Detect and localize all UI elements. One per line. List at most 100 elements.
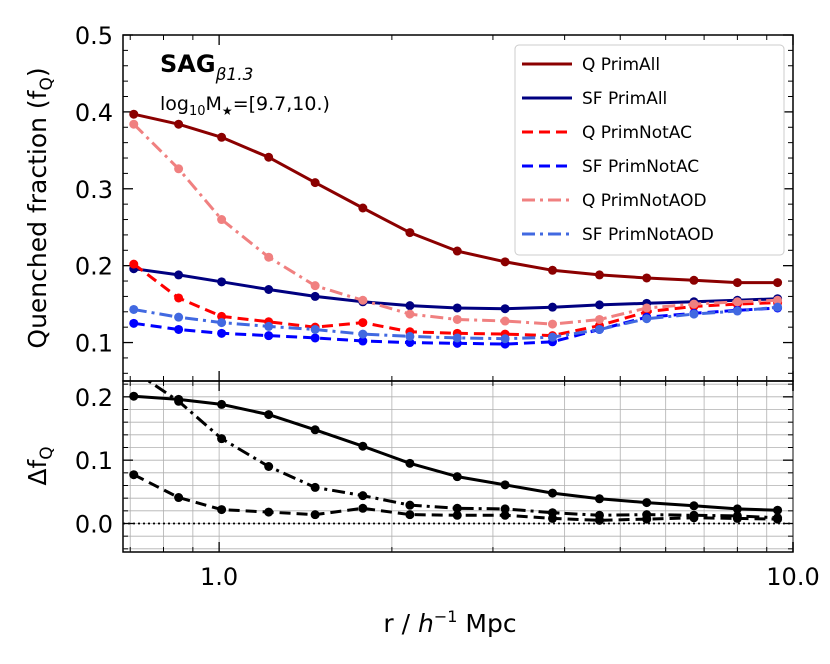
series-point--primnotaod bbox=[689, 510, 699, 520]
series-point--primnotac bbox=[310, 510, 320, 520]
series-point-sf-primnotaod bbox=[358, 329, 368, 339]
bottom-y-tick-label: 0.2 bbox=[75, 384, 113, 412]
series-point-q-primall bbox=[773, 278, 783, 288]
series-point--primnotac bbox=[452, 510, 462, 520]
series-point-sf-primall bbox=[174, 270, 184, 280]
series-point--primall bbox=[452, 472, 462, 482]
series-point-sf-primnotaod bbox=[452, 333, 462, 343]
top-y-tick-label: 0.2 bbox=[75, 253, 113, 281]
series-point-sf-primnotaod bbox=[732, 306, 742, 316]
series-point-sf-primall bbox=[217, 277, 227, 287]
bottom-y-axis-title: ΔfQ bbox=[23, 446, 57, 485]
legend: Q PrimAll SF PrimAll Q PrimNotAC SF PrimNot… bbox=[522, 55, 714, 245]
series-point--primnotaod bbox=[500, 504, 510, 514]
series-point-q-primall bbox=[732, 278, 742, 288]
model-label: SAGβ1.3 bbox=[160, 50, 253, 85]
series-point--primall bbox=[732, 504, 742, 514]
series-point--primall bbox=[689, 501, 699, 511]
series-point--primall bbox=[500, 480, 510, 490]
series-point-sf-primall bbox=[405, 301, 415, 311]
series-point-q-primnotaod bbox=[689, 299, 699, 309]
series-point-q-primall bbox=[689, 275, 699, 285]
series-point-q-primnotaod bbox=[642, 303, 652, 313]
series-point-q-primnotaod bbox=[548, 319, 558, 329]
legend-box bbox=[514, 44, 785, 256]
series-point--primall bbox=[310, 425, 320, 435]
series-point-sf-primnotaod bbox=[594, 324, 604, 334]
series-point-q-primnotaod bbox=[594, 314, 604, 324]
series-point-q-primall bbox=[548, 265, 558, 275]
legend-label-sf-primnotaod: SF PrimNotAOD bbox=[582, 225, 714, 245]
series-point-sf-primnotaod bbox=[264, 321, 274, 331]
series-point--primall bbox=[358, 441, 368, 451]
series-point-q-primall bbox=[174, 119, 184, 129]
series-point-sf-primnotaod bbox=[689, 309, 699, 319]
series-point-q-primall bbox=[264, 152, 274, 162]
series-point--primnotaod bbox=[594, 510, 604, 520]
tick-labels: 0.1 0.2 0.3 0.4 0.5 0.0 0.1 0.2 1.0 10.0 bbox=[75, 22, 820, 591]
top-y-axis-title: Quenched fraction (fQ) bbox=[23, 67, 57, 348]
series-point--primall bbox=[405, 458, 415, 468]
series-point-q-primall bbox=[500, 257, 510, 267]
series-point--primall bbox=[217, 399, 227, 409]
series-point-q-primnotaod bbox=[358, 295, 368, 305]
series-point-sf-primall bbox=[594, 300, 604, 310]
series-point-sf-primnotac bbox=[217, 328, 227, 338]
series-point-q-primnotac bbox=[217, 311, 227, 321]
series-point--primnotaod bbox=[358, 491, 368, 501]
series-point-sf-primnotac bbox=[358, 336, 368, 346]
series-point-q-primnotaod bbox=[129, 119, 139, 129]
series-point-q-primall bbox=[452, 246, 462, 256]
series-point-sf-primall bbox=[264, 285, 274, 295]
series-line--primall bbox=[133, 394, 778, 512]
series-point--primnotac bbox=[129, 470, 139, 480]
legend-label-q-primall: Q PrimAll bbox=[582, 55, 660, 75]
series-point-sf-primnotac bbox=[310, 333, 320, 343]
series-point-sf-primnotaod bbox=[773, 302, 783, 312]
series-point-sf-primnotaod bbox=[405, 331, 415, 341]
series-point-sf-primnotac bbox=[174, 324, 184, 334]
series-point--primnotac bbox=[264, 507, 274, 517]
series-point-q-primnotaod bbox=[405, 309, 415, 319]
series-point-sf-primall bbox=[548, 302, 558, 312]
series-point-q-primnotac bbox=[174, 293, 184, 303]
series-point-q-primall bbox=[642, 273, 652, 283]
series-point-sf-primnotaod bbox=[548, 332, 558, 342]
legend-label-sf-primnotac: SF PrimNotAC bbox=[582, 157, 699, 177]
series-point-q-primnotaod bbox=[500, 316, 510, 326]
series-point-q-primnotac bbox=[129, 259, 139, 269]
series-point-q-primall bbox=[217, 132, 227, 142]
series-point--primnotaod bbox=[217, 434, 227, 444]
bottom-y-tick-label: 0.1 bbox=[75, 447, 113, 475]
series-line--primnotaod bbox=[146, 381, 778, 520]
series-point-q-primnotac bbox=[358, 318, 368, 328]
legend-label-sf-primall: SF PrimAll bbox=[582, 89, 667, 109]
series-point-q-primnotaod bbox=[452, 314, 462, 324]
series-point-q-primall bbox=[310, 178, 320, 188]
axis-ticks bbox=[123, 34, 794, 552]
series-point-q-primnotaod bbox=[264, 252, 274, 262]
series-point--primall bbox=[129, 391, 139, 401]
legend-label-q-primnotac: Q PrimNotAC bbox=[582, 123, 692, 143]
series-point-sf-primall bbox=[500, 304, 510, 314]
series-point--primnotaod bbox=[452, 503, 462, 513]
x-tick-label: 10.0 bbox=[766, 563, 819, 591]
series-point--primnotaod bbox=[773, 513, 783, 523]
series-point-q-primnotaod bbox=[773, 295, 783, 305]
series-point-q-primnotaod bbox=[310, 281, 320, 291]
x-tick-label: 1.0 bbox=[200, 563, 238, 591]
series-point-sf-primall bbox=[452, 303, 462, 313]
legend-label-q-primnotaod: Q PrimNotAOD bbox=[582, 191, 707, 211]
series-point-q-primnotaod bbox=[174, 164, 184, 174]
series-point--primall bbox=[548, 488, 558, 498]
series-point-sf-primnotaod bbox=[129, 304, 139, 314]
series-point-sf-primnotac bbox=[264, 331, 274, 341]
series-point--primnotac bbox=[405, 510, 415, 520]
mass-bin-label: log10M★=[9.7,10.) bbox=[160, 93, 330, 119]
series-point-q-primall bbox=[358, 203, 368, 213]
series-point--primall bbox=[773, 505, 783, 515]
series-point--primnotaod bbox=[548, 508, 558, 518]
series-point-sf-primnotaod bbox=[174, 312, 184, 322]
top-y-tick-label: 0.4 bbox=[75, 99, 113, 127]
